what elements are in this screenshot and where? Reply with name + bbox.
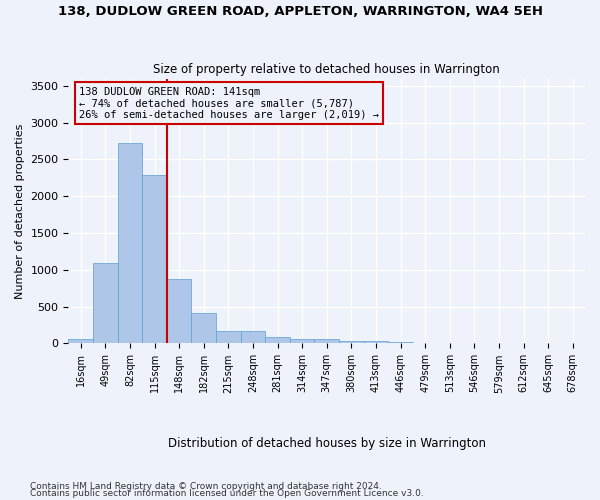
Text: 138, DUDLOW GREEN ROAD, APPLETON, WARRINGTON, WA4 5EH: 138, DUDLOW GREEN ROAD, APPLETON, WARRIN… [58,5,542,18]
Bar [241,332,265,344]
Bar [364,342,388,344]
Y-axis label: Number of detached properties: Number of detached properties [15,124,25,298]
Text: Contains public sector information licensed under the Open Government Licence v3: Contains public sector information licen… [30,489,424,498]
Bar [216,331,241,344]
Text: Contains HM Land Registry data © Crown copyright and database right 2024.: Contains HM Land Registry data © Crown c… [30,482,382,491]
Bar [339,342,364,344]
Title: Size of property relative to detached houses in Warrington: Size of property relative to detached ho… [154,63,500,76]
Bar [167,280,191,344]
Bar [265,337,290,344]
Bar [93,262,118,344]
X-axis label: Distribution of detached houses by size in Warrington: Distribution of detached houses by size … [168,437,486,450]
Bar [191,312,216,344]
Bar [290,338,314,344]
Bar [68,339,93,344]
Text: 138 DUDLOW GREEN ROAD: 141sqm
← 74% of detached houses are smaller (5,787)
26% o: 138 DUDLOW GREEN ROAD: 141sqm ← 74% of d… [79,86,379,120]
Bar [388,342,413,344]
Bar [314,340,339,344]
Bar [142,175,167,344]
Bar [118,142,142,344]
